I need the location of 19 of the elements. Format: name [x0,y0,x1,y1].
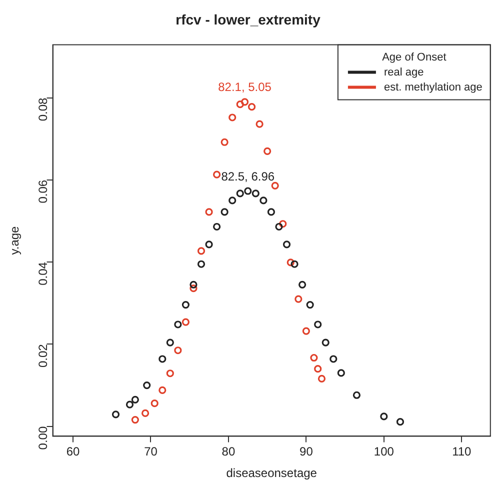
annotation: 82.1, 5.05 [218,80,272,94]
x-tick-label: 80 [222,444,236,459]
y-tick-label: 0.08 [36,97,50,122]
y-tick-label: 0.00 [36,426,50,450]
x-tick-label: 100 [374,444,394,459]
y-tick-label: 0.04 [36,262,50,286]
x-tick-label: 60 [66,444,80,459]
x-tick-label: 90 [300,444,314,459]
y-axis-title: y.age [8,226,22,255]
x-tick-label: 110 [452,444,472,459]
annotation: 82.5, 6.96 [221,169,275,184]
legend-label: real age [384,66,424,78]
y-tick-label: 0.06 [36,180,50,204]
y-tick-label: 0.02 [36,344,50,368]
legend-label: est. methylation age [384,81,482,94]
x-axis-title: diseaseonsetage [226,466,318,480]
chart-title: rfcv - lower_extremity [176,11,321,28]
x-tick-label: 70 [144,444,158,459]
legend-title: Age of Onset [382,51,446,64]
